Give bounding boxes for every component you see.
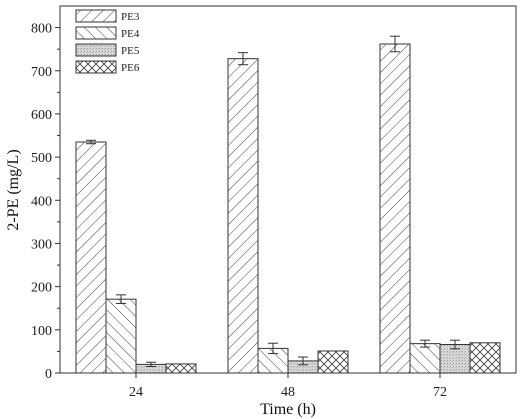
- y-tick-label: 100: [31, 324, 52, 339]
- y-tick-label: 200: [31, 281, 52, 296]
- legend-label: PE3: [121, 11, 140, 23]
- y-tick-label: 700: [31, 65, 52, 80]
- bar-pe6-48: [317, 350, 349, 374]
- legend-item-pe6: PE6: [75, 60, 140, 74]
- legend-swatch: [75, 9, 117, 23]
- legend-label: PE5: [121, 45, 140, 57]
- y-axis: 0 100 200 300 400 500 600 700 800: [31, 22, 60, 382]
- y-axis-title: 2-PE (mg/L): [5, 149, 22, 230]
- x-tick-label: 48: [281, 385, 295, 400]
- legend-label: PE6: [121, 62, 140, 74]
- y-tick-label: 400: [31, 194, 52, 209]
- legend-swatch: [75, 26, 117, 40]
- bar-pe6-24: [165, 363, 197, 374]
- error-bar: [298, 356, 308, 366]
- bar-pe3-24: [75, 141, 107, 374]
- legend-item-pe5: PE5: [75, 43, 140, 57]
- bar-pe6-72: [469, 342, 501, 374]
- x-axis: 24 48 72: [129, 373, 447, 400]
- error-bar: [390, 35, 400, 53]
- x-tick-label: 24: [129, 385, 143, 400]
- error-bars-group: [86, 35, 460, 368]
- y-tick-label: 800: [31, 22, 52, 37]
- bar-pe3-48: [227, 58, 259, 374]
- legend-item-pe4: PE4: [75, 26, 140, 40]
- bar-pe3-72: [379, 43, 411, 374]
- y-tick-label: 500: [31, 151, 52, 166]
- x-tick-label: 72: [433, 385, 447, 400]
- y-tick-label: 600: [31, 108, 52, 123]
- legend-label: PE4: [121, 28, 140, 40]
- error-bar: [146, 361, 156, 368]
- error-bar: [86, 139, 96, 145]
- legend-swatch: [75, 43, 117, 57]
- legend-swatch: [75, 60, 117, 74]
- legend-item-pe3: PE3: [75, 9, 140, 23]
- error-bar: [450, 339, 460, 350]
- error-bar: [238, 52, 248, 66]
- bar-pe4-24: [105, 298, 137, 374]
- error-bar: [420, 339, 430, 348]
- y-tick-label: 0: [45, 367, 52, 382]
- error-bar: [116, 294, 126, 304]
- error-bar: [268, 342, 278, 355]
- y-tick-label: 300: [31, 237, 52, 252]
- legend: PE3 PE4 PE5 PE6: [75, 9, 140, 74]
- bar-pe4-72: [409, 343, 441, 374]
- bars-group: [75, 43, 501, 374]
- x-axis-title: Time (h): [260, 401, 316, 418]
